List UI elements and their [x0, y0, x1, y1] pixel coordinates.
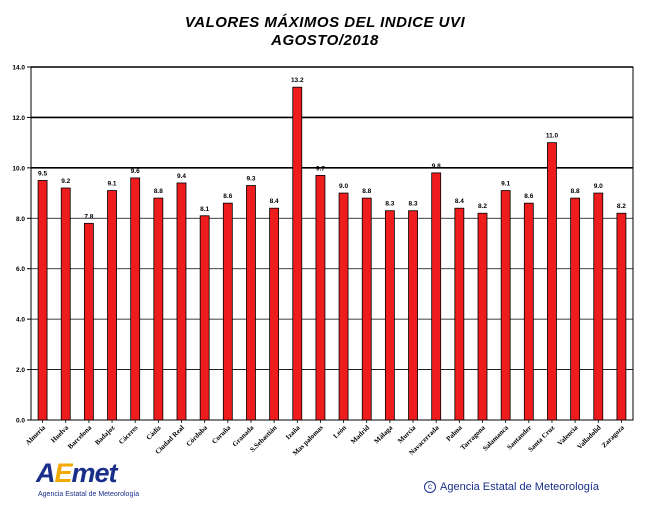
y-tick-label: 12.0	[12, 115, 25, 122]
x-tick-label: Barcelona	[66, 423, 93, 450]
bar	[83, 222, 94, 421]
plot-frame	[30, 66, 634, 421]
bar	[570, 197, 581, 421]
value-label: 9.0	[339, 183, 348, 190]
value-label: 9.5	[38, 170, 47, 177]
bar	[523, 202, 534, 421]
bar	[246, 185, 256, 421]
bar	[107, 190, 117, 421]
x-tick-label: Cáceres	[117, 424, 140, 447]
x-tick-label: Coruña	[210, 423, 232, 445]
y-tick-label: 4.0	[16, 317, 25, 324]
bar	[269, 207, 280, 421]
x-tick-label: Badajoz	[93, 424, 116, 447]
x-tick-label: León	[332, 424, 348, 440]
value-label: 8.8	[571, 188, 580, 195]
bar	[431, 172, 442, 421]
value-label: 8.8	[362, 188, 371, 195]
value-label: 9.2	[61, 178, 70, 185]
x-tick-label: Cádiz	[145, 424, 163, 442]
value-label: 9.3	[246, 176, 255, 183]
y-tick-label: 8.0	[16, 216, 25, 223]
value-label: 8.8	[154, 188, 163, 195]
bar	[477, 212, 488, 421]
value-label: 8.1	[200, 206, 209, 213]
x-tick-label: Almería	[24, 423, 47, 446]
value-label: 8.4	[455, 198, 464, 205]
bar	[37, 180, 48, 421]
bar	[222, 202, 233, 421]
value-label: 8.4	[270, 198, 279, 205]
bar	[130, 177, 141, 421]
logo-subtitle: Agencia Estatal de Meteorología	[38, 491, 140, 498]
value-label: 9.1	[108, 181, 117, 188]
bar	[338, 192, 349, 421]
value-label: 9.4	[177, 173, 186, 180]
aemet-logo-icon: AEmet Agencia Estatal de Meteorología	[36, 458, 156, 508]
x-tick-label: Huelva	[49, 423, 70, 444]
x-tick-label: Palma	[445, 423, 464, 442]
bar	[361, 197, 372, 421]
bar	[454, 207, 465, 421]
logo-mark: AEmet	[36, 458, 118, 489]
y-tick-label: 0.0	[16, 418, 25, 425]
value-label: 8.2	[617, 203, 626, 210]
copyright-text: Agencia Estatal de Meteorología	[440, 481, 599, 493]
x-tick-label: Córdoba	[185, 423, 210, 448]
bar	[593, 192, 604, 421]
x-tick-label: Valladolid	[575, 424, 602, 451]
bar	[408, 210, 418, 421]
axis-layer: 0.0 2.0 4.0 6.0 8.0 10.0 12.0 14.0	[12, 65, 622, 425]
value-label: 11.0	[546, 133, 559, 140]
bar	[199, 215, 210, 421]
x-tick-label: Zaragoza	[600, 423, 626, 449]
grid-layer	[30, 66, 634, 421]
bars-layer	[37, 86, 627, 421]
bar	[292, 86, 303, 421]
x-tick-label: Salamanca	[481, 423, 510, 452]
logo-mark-a: A	[36, 458, 55, 488]
bar	[547, 142, 557, 421]
value-label: 8.6	[223, 193, 232, 200]
x-tick-label: Málaga	[373, 423, 395, 445]
value-label: 9.7	[316, 165, 325, 172]
y-tick-label: 14.0	[12, 65, 25, 72]
y-tick-label: 10.0	[12, 165, 25, 172]
value-label: 7.8	[84, 213, 93, 220]
y-tick-label: 2.0	[16, 367, 25, 374]
value-label: 8.3	[409, 201, 418, 208]
bar	[315, 175, 326, 421]
value-label: 9.8	[432, 163, 441, 170]
value-label: 8.3	[385, 201, 394, 208]
copyright-icon: c	[424, 481, 436, 494]
logo-mark-rest: met	[71, 458, 118, 488]
x-tick-label: Murcia	[396, 423, 418, 445]
value-label: 8.2	[478, 203, 487, 210]
x-tick-label: Madrid	[349, 424, 371, 446]
chart-subtitle: AGOSTO/2018	[271, 32, 379, 49]
bar	[500, 190, 511, 421]
logo-mark-e: E	[54, 458, 73, 488]
value-label: 8.6	[524, 193, 533, 200]
x-tick-label: Izaña	[284, 423, 302, 441]
bar	[153, 197, 164, 421]
bar	[60, 187, 71, 421]
bar	[176, 182, 187, 421]
bar	[616, 212, 627, 421]
value-label: 9.1	[501, 181, 510, 188]
value-label: 9.0	[594, 183, 603, 190]
value-label: 9.6	[131, 168, 140, 175]
y-tick-label: 6.0	[16, 266, 25, 273]
chart-title: VALORES MÁXIMOS DEL INDICE UVI	[184, 14, 466, 31]
bar	[384, 210, 395, 421]
copyright-notice: c Agencia Estatal de Meteorología	[424, 481, 599, 494]
value-label: 13.2	[291, 77, 304, 84]
